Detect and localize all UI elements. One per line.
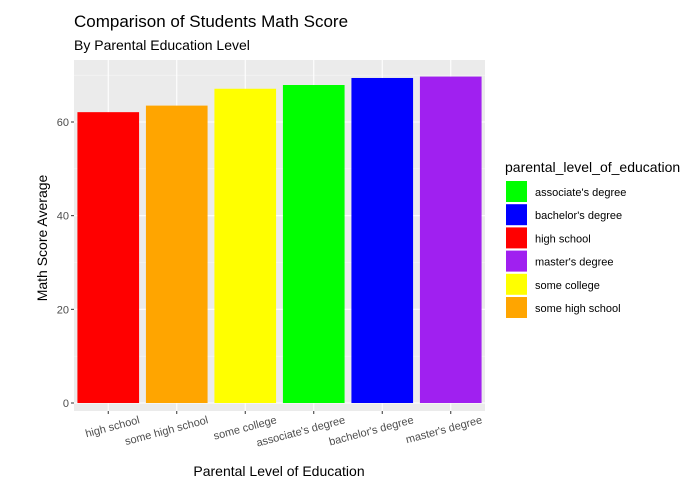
- legend-swatch: [506, 181, 527, 202]
- legend-label: associate's degree: [535, 187, 626, 199]
- legend-label: some high school: [535, 303, 621, 315]
- bar: [282, 85, 345, 404]
- grid-minor: [74, 74, 485, 357]
- legend-label: master's degree: [535, 257, 614, 269]
- legend: parental_level_of_education associate's …: [505, 159, 680, 318]
- bar: [77, 112, 140, 403]
- bar: [214, 88, 277, 403]
- legend-swatch: [506, 273, 527, 295]
- bar: [145, 105, 208, 403]
- legend-swatch: [506, 204, 527, 226]
- chart-title: Comparison of Students Math Score: [74, 12, 348, 31]
- y-axis: 0 20 40 60: [57, 117, 74, 410]
- y-tick-label: 20: [57, 304, 69, 316]
- legend-swatch: [506, 227, 527, 249]
- y-tick-label: 40: [57, 211, 69, 223]
- legend-title: parental_level_of_education: [505, 159, 680, 175]
- bars: [77, 76, 482, 404]
- legend-label: bachelor's degree: [535, 210, 622, 222]
- y-tick-label: 60: [57, 117, 69, 129]
- legend-label: high school: [535, 233, 591, 245]
- bar: [419, 76, 482, 404]
- y-axis-title: Math Score Average: [34, 174, 50, 301]
- x-tick-label: master's degree: [405, 414, 484, 446]
- plot-panel: [74, 60, 485, 411]
- legend-swatch: [506, 297, 527, 318]
- chart-subtitle: By Parental Education Level: [74, 37, 250, 53]
- legend-swatch: [506, 250, 527, 272]
- x-axis-title: Parental Level of Education: [193, 463, 364, 479]
- legend-label: some college: [535, 280, 600, 292]
- y-tick-label: 0: [63, 398, 69, 410]
- bar: [351, 77, 414, 403]
